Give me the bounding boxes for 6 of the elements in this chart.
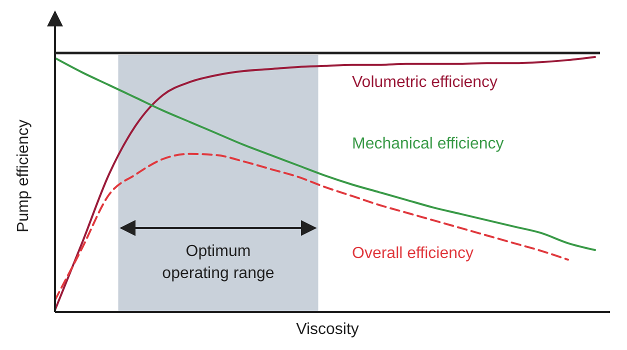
y-axis-title: Pump efficiency [15, 120, 32, 232]
series-label: Mechanical efficiency [352, 136, 504, 152]
annotation: Optimum operating range [162, 243, 274, 282]
x-axis-title: Viscosity [296, 321, 359, 338]
series-label: Overall efficiency [352, 244, 474, 262]
series-label: Volumetric efficiency [352, 74, 498, 91]
